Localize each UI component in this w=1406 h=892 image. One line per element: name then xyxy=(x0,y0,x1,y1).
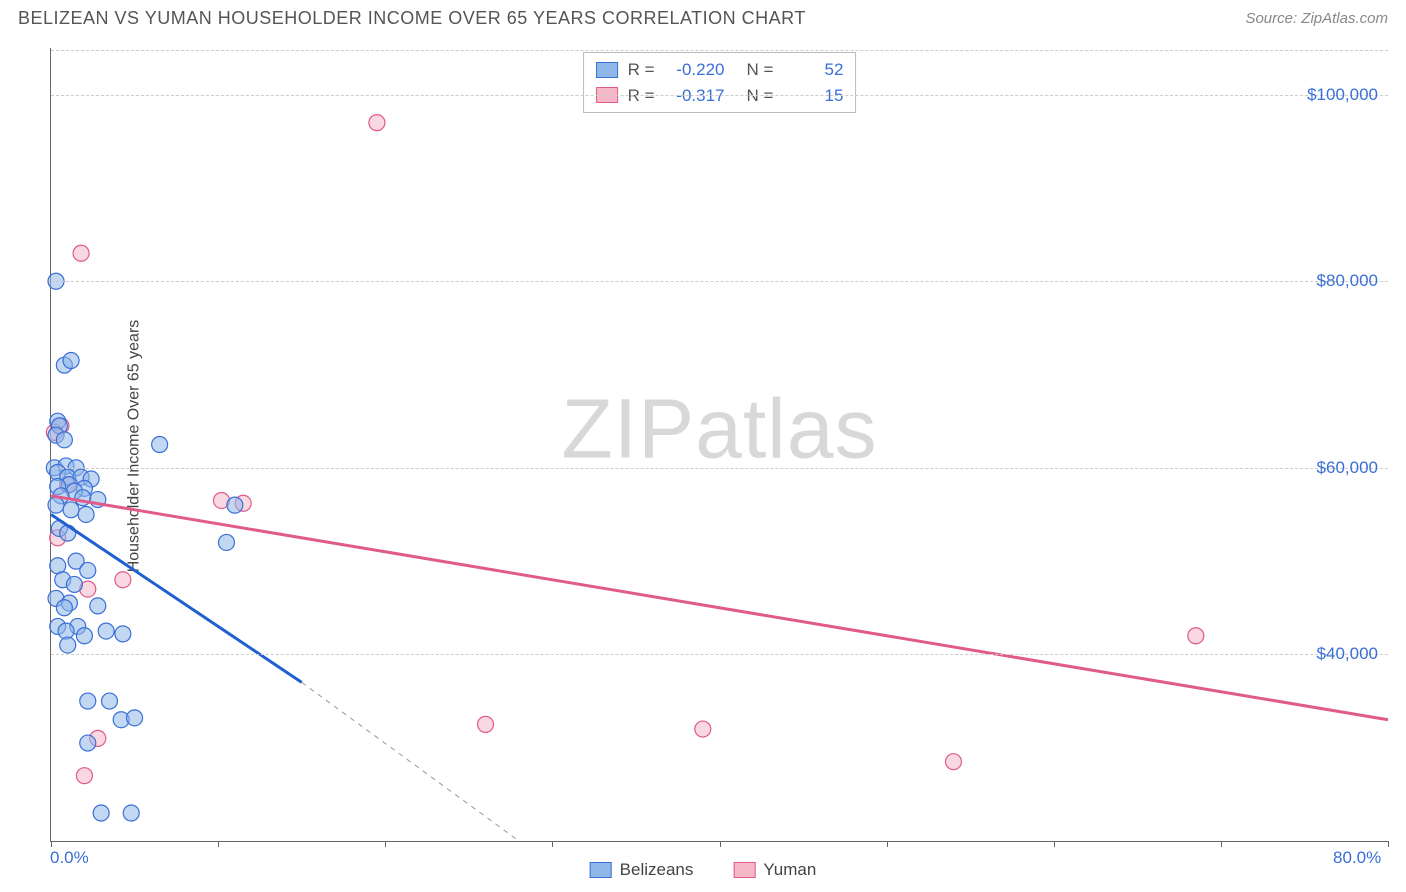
data-point xyxy=(152,437,168,453)
gridline-h xyxy=(51,654,1388,655)
data-point xyxy=(115,626,131,642)
data-point xyxy=(56,432,72,448)
data-point xyxy=(369,115,385,131)
data-point xyxy=(127,710,143,726)
data-point xyxy=(80,735,96,751)
chart-plot-area: ZIPatlas R = -0.220 N = 52 R = -0.317 N … xyxy=(50,48,1388,842)
y-tick-label: $100,000 xyxy=(1307,85,1378,105)
x-tick xyxy=(887,841,888,847)
data-point xyxy=(60,637,76,653)
x-tick xyxy=(385,841,386,847)
data-point xyxy=(101,693,117,709)
x-axis-start-label: 0.0% xyxy=(50,848,89,868)
data-point xyxy=(78,506,94,522)
legend-item-yuman: Yuman xyxy=(733,860,816,880)
trend-line xyxy=(51,514,302,682)
data-point xyxy=(90,598,106,614)
data-point xyxy=(60,525,76,541)
x-tick xyxy=(720,841,721,847)
x-tick xyxy=(552,841,553,847)
trend-line-extrapolated xyxy=(302,682,519,841)
x-tick xyxy=(1388,841,1389,847)
x-tick xyxy=(218,841,219,847)
legend-item-belizeans: Belizeans xyxy=(590,860,694,880)
data-point xyxy=(218,534,234,550)
scatter-plot-svg xyxy=(51,48,1388,841)
gridline-h xyxy=(51,468,1388,469)
x-tick xyxy=(51,841,52,847)
gridline-h xyxy=(51,95,1388,96)
data-point xyxy=(945,754,961,770)
data-point xyxy=(80,693,96,709)
gridline-h xyxy=(51,281,1388,282)
data-point xyxy=(1188,628,1204,644)
data-point xyxy=(478,716,494,732)
x-tick xyxy=(1054,841,1055,847)
data-point xyxy=(66,576,82,592)
data-point xyxy=(115,572,131,588)
data-point xyxy=(93,805,109,821)
x-tick xyxy=(1221,841,1222,847)
data-point xyxy=(63,353,79,369)
data-point xyxy=(123,805,139,821)
y-tick-label: $40,000 xyxy=(1317,644,1378,664)
chart-title: BELIZEAN VS YUMAN HOUSEHOLDER INCOME OVE… xyxy=(18,8,806,29)
data-point xyxy=(76,628,92,644)
trend-line xyxy=(51,496,1388,720)
data-point xyxy=(227,497,243,513)
data-point xyxy=(56,600,72,616)
legend-swatch-belizeans xyxy=(590,862,612,878)
data-point xyxy=(695,721,711,737)
data-point xyxy=(73,245,89,261)
legend-swatch-yuman xyxy=(733,862,755,878)
x-axis-end-label: 80.0% xyxy=(1333,848,1381,868)
y-tick-label: $80,000 xyxy=(1317,271,1378,291)
data-point xyxy=(80,562,96,578)
data-point xyxy=(98,623,114,639)
legend: Belizeans Yuman xyxy=(590,860,817,880)
data-point xyxy=(48,497,64,513)
data-point xyxy=(63,502,79,518)
source-attribution: Source: ZipAtlas.com xyxy=(1245,10,1388,27)
data-point xyxy=(76,768,92,784)
y-tick-label: $60,000 xyxy=(1317,458,1378,478)
